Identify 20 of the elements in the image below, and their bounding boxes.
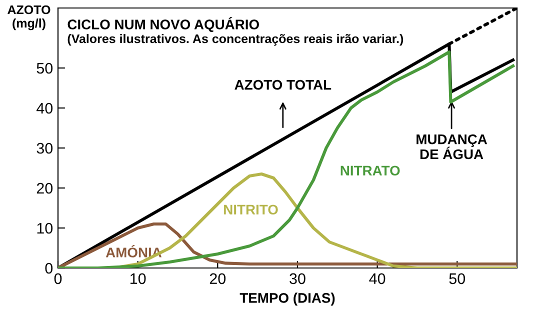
- x-tick-label: 30: [290, 273, 306, 284]
- y-tick-label: 30: [36, 142, 53, 154]
- x-tick-label: 10: [130, 273, 146, 284]
- y-tick-label: 50: [36, 62, 53, 74]
- text: CICLO NUM NOVO AQUÁRIO: [68, 16, 259, 32]
- y-tick-label: 20: [36, 182, 53, 194]
- series-label: NITRITO: [224, 204, 278, 215]
- series-label: NITRATO: [340, 166, 400, 176]
- x-tick-label: 20: [210, 273, 226, 284]
- x-tick-label: 40: [369, 273, 386, 284]
- annotation: MUDANÇA DE ÁGUA: [416, 134, 488, 160]
- x-tick-label: 50: [449, 273, 466, 284]
- text: (Valores ilustrativos. As concentrações reais irão variar.): [68, 34, 404, 46]
- y-tick-label: 40: [36, 102, 53, 114]
- y-tick-label: 10: [37, 222, 53, 234]
- x-tick-label: 0: [54, 273, 62, 284]
- y-axis-title: AZOTO (mg/l): [8, 5, 50, 30]
- y-tick-label: 0: [45, 262, 53, 274]
- x-axis-title: TEMPO (DIAS): [240, 292, 335, 306]
- series-label: AZOTO TOTAL: [234, 80, 332, 90]
